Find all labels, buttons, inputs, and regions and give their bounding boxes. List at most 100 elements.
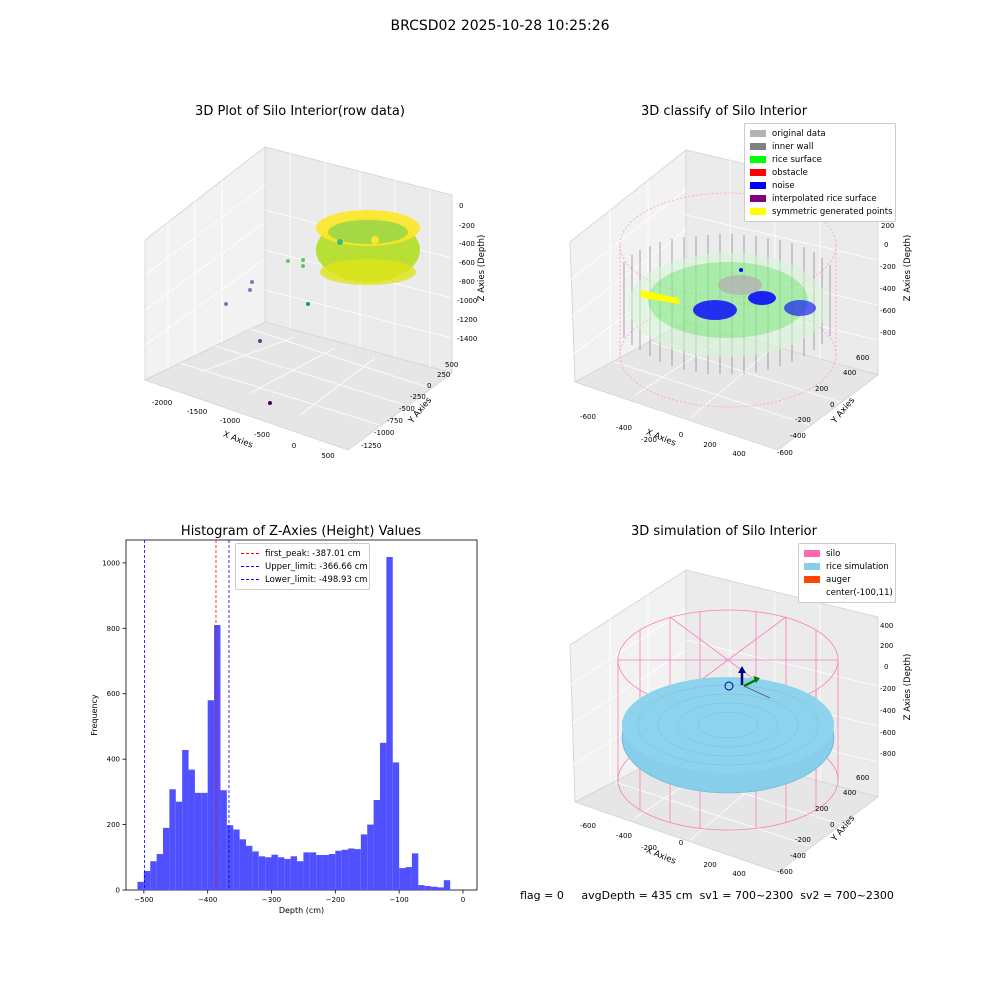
histogram-bar bbox=[182, 750, 189, 890]
raw-xtick: 0 bbox=[292, 442, 296, 450]
legend-item-obstacle: obstacle bbox=[750, 166, 890, 179]
histogram-xtick-label: 0 bbox=[461, 896, 465, 904]
histogram-ytick-label: 0 bbox=[116, 887, 120, 895]
histogram-bar bbox=[386, 557, 393, 890]
legend-swatch bbox=[750, 182, 766, 189]
simulation-zlabel: Z Axies (Depth) bbox=[903, 654, 913, 721]
legend-item-silo: silo bbox=[804, 547, 890, 560]
raw-ytick: -1250 bbox=[361, 442, 381, 450]
raw-ytick: 0 bbox=[427, 382, 431, 390]
legend-item-symmetric: symmetric generated points bbox=[750, 205, 893, 218]
legend-swatch bbox=[750, 143, 766, 150]
flag-text: flag = 0 bbox=[520, 889, 564, 902]
raw-ztick: 0 bbox=[459, 202, 463, 210]
legend-swatch bbox=[750, 169, 766, 176]
classify-ztick: -800 bbox=[880, 329, 896, 337]
legend-item-lower-limit: Lower_limit: -498.93 cm bbox=[241, 573, 367, 586]
histogram-bar bbox=[258, 856, 266, 890]
histogram-bar bbox=[194, 792, 202, 890]
sv2-text: sv2 = 700~2300 bbox=[800, 889, 894, 902]
legend-swatch bbox=[750, 195, 766, 202]
histogram-bar bbox=[437, 887, 444, 890]
histogram-title: Histogram of Z-Axies (Height) Values bbox=[180, 524, 422, 539]
histogram-xlabel: Depth (cm) bbox=[279, 906, 324, 915]
raw-ztick: -200 bbox=[459, 222, 475, 230]
histogram-bar bbox=[245, 845, 253, 890]
legend-item-rice-surface: rice surface bbox=[750, 153, 890, 166]
raw-ytick: 250 bbox=[437, 371, 450, 379]
histogram-bar bbox=[392, 762, 400, 890]
histogram-bar bbox=[367, 824, 374, 890]
histogram-bar bbox=[405, 867, 412, 890]
simulation-xtick: 200 bbox=[703, 861, 716, 869]
histogram-xtick-label: −400 bbox=[198, 896, 217, 904]
simulation-ztick: -600 bbox=[880, 729, 896, 737]
histogram-bar bbox=[284, 858, 291, 890]
legend-item-center: center(-100,11) bbox=[804, 586, 893, 599]
raw-ztick: -1200 bbox=[457, 316, 477, 324]
classify-legend: original data inner wall rice surface ob… bbox=[744, 123, 896, 222]
histogram-bar bbox=[207, 700, 215, 890]
legend-swatch bbox=[804, 576, 820, 583]
classify-xtick: -400 bbox=[616, 424, 632, 432]
simulation-xtick: -600 bbox=[580, 822, 596, 830]
classify-ztick: 0 bbox=[884, 241, 888, 249]
histogram-bar bbox=[188, 769, 195, 890]
histogram-bar bbox=[431, 886, 438, 890]
simulation-ytick: 0 bbox=[830, 821, 834, 829]
histogram-bar bbox=[143, 871, 151, 890]
classify-ytick: -400 bbox=[790, 432, 806, 440]
histogram-xtick-label: −300 bbox=[262, 896, 281, 904]
histogram-bar bbox=[169, 789, 176, 890]
sv1-text: sv1 = 700~2300 bbox=[699, 889, 794, 902]
legend-swatch bbox=[804, 550, 820, 557]
histogram-bar bbox=[201, 792, 208, 890]
classify-ztick: -400 bbox=[880, 285, 896, 293]
histogram-bar bbox=[443, 880, 451, 890]
simulation-plot-title: 3D simulation of Silo Interior bbox=[631, 524, 817, 539]
histogram-bar bbox=[354, 849, 361, 890]
histogram-bar bbox=[214, 625, 221, 890]
histogram-bar bbox=[239, 839, 246, 890]
simulation-legend: silo rice simulation auger center(-100,1… bbox=[798, 543, 896, 603]
simulation-xtick: 400 bbox=[732, 870, 745, 878]
legend-swatch bbox=[750, 208, 766, 215]
classify-xtick: 200 bbox=[703, 441, 716, 449]
histogram-bar bbox=[335, 850, 342, 890]
classify-xtick: -600 bbox=[580, 413, 596, 421]
simulation-ytick: 600 bbox=[856, 774, 869, 782]
simulation-ztick: -400 bbox=[880, 707, 896, 715]
legend-item-upper-limit: Upper_limit: -366.66 cm bbox=[241, 560, 368, 573]
histogram-ylabel: Frequency bbox=[90, 694, 99, 736]
histogram-bar bbox=[156, 854, 164, 890]
histogram-bar bbox=[271, 854, 278, 890]
classify-ztick: -200 bbox=[880, 263, 896, 271]
histogram-bar bbox=[150, 861, 157, 890]
histogram-ytick-label: 1000 bbox=[102, 559, 120, 567]
classify-plot-title: 3D classify of Silo Interior bbox=[640, 104, 808, 119]
legend-item-original: original data bbox=[750, 127, 890, 140]
raw-xtick: -1500 bbox=[187, 408, 207, 416]
simulation-ytick: 400 bbox=[843, 789, 856, 797]
histogram-bar bbox=[309, 852, 317, 890]
figure-title: BRCSD02 2025-10-28 10:25:26 bbox=[390, 18, 610, 34]
histogram-bar bbox=[411, 853, 419, 890]
raw-ztick: -800 bbox=[459, 278, 475, 286]
histogram-ytick-label: 200 bbox=[107, 821, 120, 829]
raw-plot-title: 3D Plot of Silo Interior(row data) bbox=[195, 104, 405, 119]
classify-ytick: -600 bbox=[777, 449, 793, 457]
histogram-bar bbox=[290, 856, 298, 890]
raw-ytick: 500 bbox=[445, 361, 458, 369]
simulation-3d-plot: -600 -400 -200 0 200 400 600 400 200 0 -… bbox=[569, 569, 913, 878]
histogram-ytick-label: 800 bbox=[107, 625, 120, 633]
histogram-bar bbox=[328, 854, 336, 890]
histogram-bar bbox=[297, 861, 304, 890]
raw-ytick: -500 bbox=[399, 405, 415, 413]
raw-ztick: -1400 bbox=[457, 335, 477, 343]
legend-item-first-peak: first_peak: -387.01 cm bbox=[241, 547, 364, 560]
histogram-bar bbox=[220, 790, 227, 890]
histogram-bar bbox=[252, 851, 259, 890]
legend-swatch bbox=[750, 130, 766, 137]
classify-zlabel: Z Axies (Depth) bbox=[903, 235, 913, 302]
raw-ztick: -600 bbox=[459, 259, 475, 267]
